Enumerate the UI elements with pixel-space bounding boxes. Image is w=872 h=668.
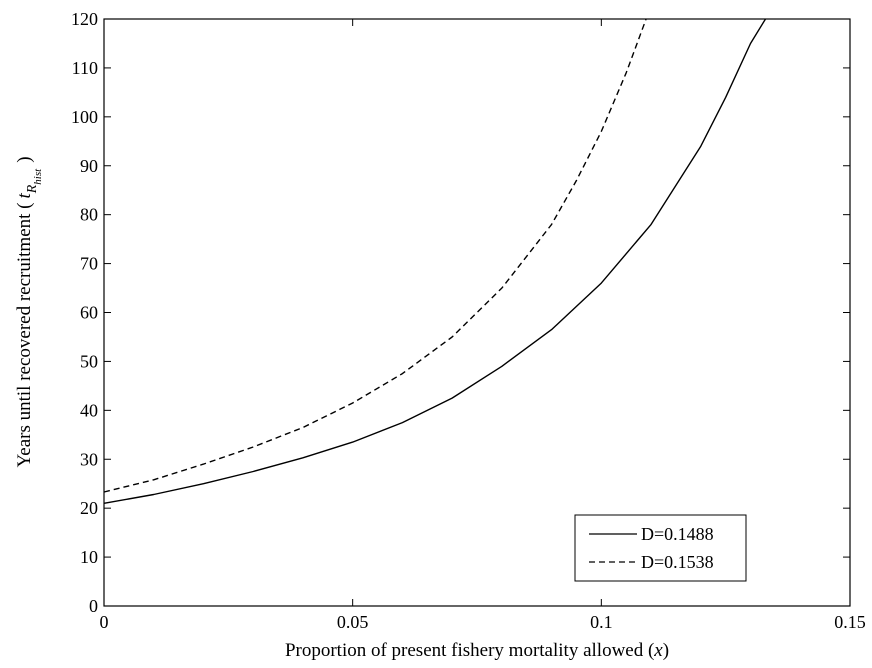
- series-line-2: [103, 18, 647, 493]
- y-tick-label: 10: [80, 547, 98, 567]
- x-axis-ticks: 0 0.05 0.1 0.15: [100, 19, 866, 632]
- y-tick-label: 110: [72, 58, 98, 78]
- y-tick-label: 120: [71, 9, 98, 29]
- y-tick-label: 20: [80, 498, 98, 518]
- y-tick-label: 90: [80, 156, 98, 176]
- y-tick-label: 80: [80, 205, 98, 225]
- x-tick-label: 0.15: [834, 612, 866, 632]
- series-lines: [103, 18, 767, 504]
- y-tick-label: 60: [80, 303, 98, 323]
- y-tick-label: 100: [71, 107, 98, 127]
- y-tick-label: 50: [80, 351, 98, 371]
- legend-label-series-2: D=0.1538: [641, 552, 714, 572]
- x-tick-label: 0: [100, 612, 109, 632]
- legend-label-series-1: D=0.1488: [641, 524, 714, 544]
- y-axis-ticks: 0 10 20 30 40 50 60 70 80 90 100 110 120: [71, 9, 850, 616]
- y-axis-label: Years until recovered recruitment (tRhis…: [14, 156, 44, 467]
- legend: D=0.1488 D=0.1538: [574, 514, 747, 582]
- x-tick-label: 0.05: [337, 612, 369, 632]
- legend-box: [574, 514, 747, 582]
- y-tick-label: 30: [80, 449, 98, 469]
- series-line-1: [103, 18, 767, 504]
- y-tick-label: 0: [89, 596, 98, 616]
- y-tick-label: 40: [80, 400, 98, 420]
- x-axis-label: Proportion of present fishery mortality …: [285, 640, 669, 661]
- y-tick-label: 70: [80, 254, 98, 274]
- x-tick-label: 0.1: [590, 612, 613, 632]
